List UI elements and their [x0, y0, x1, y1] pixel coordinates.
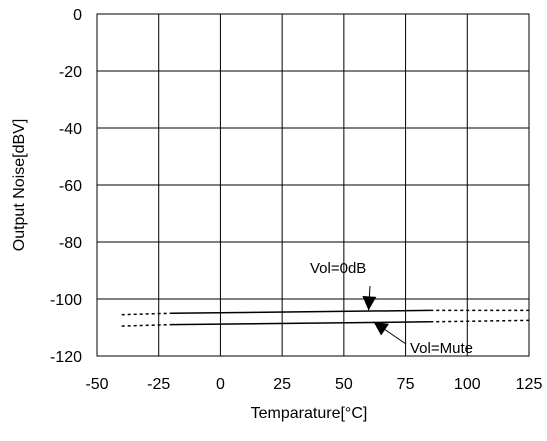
annotations: Vol=0dB Vol=Mute	[310, 260, 473, 357]
x-tick-label: 50	[335, 376, 353, 393]
x-tick-label: 75	[397, 376, 415, 393]
plot-frame	[96, 13, 530, 357]
annotation-vol-0db-arrow-head	[362, 296, 377, 311]
grid	[96, 13, 530, 357]
y-axis-label: Output Noise[dBV]	[11, 119, 28, 252]
x-tick-label: -50	[85, 376, 108, 393]
x-tick-label: 0	[216, 376, 225, 393]
series-vol-mute-line	[171, 321, 431, 326]
y-tick-label: -80	[59, 235, 82, 252]
series-vol-0db-line	[171, 309, 431, 314]
x-tick-label: 25	[273, 376, 291, 393]
x-tick-label: 100	[454, 376, 481, 393]
y-tick-label: -60	[59, 178, 82, 195]
series-vol-0db-dashed-left	[121, 312, 172, 316]
series-vol-mute-dashed-right	[430, 319, 530, 323]
y-tick-label: -120	[50, 349, 82, 366]
x-tick-label: -25	[147, 376, 170, 393]
x-tick-label: 125	[516, 376, 543, 393]
y-tick-label: -100	[50, 292, 82, 309]
annotation-vol-mute-label: Vol=Mute	[410, 340, 473, 357]
annotation-vol-mute-arrow-head	[373, 321, 389, 336]
series-group	[121, 309, 530, 327]
annotation-vol-0db-label: Vol=0dB	[310, 260, 366, 277]
y-tick-label: -20	[59, 64, 82, 81]
y-tick-label: -40	[59, 121, 82, 138]
y-tick-label: 0	[73, 7, 82, 24]
tick-labels: -50 -25 0 25 50 75 100 125 0 -20 -40 -60 -80 -100 -120	[50, 7, 542, 393]
x-axis-label: Temparature[°C]	[251, 405, 368, 422]
series-vol-mute-dashed-left	[121, 323, 172, 327]
